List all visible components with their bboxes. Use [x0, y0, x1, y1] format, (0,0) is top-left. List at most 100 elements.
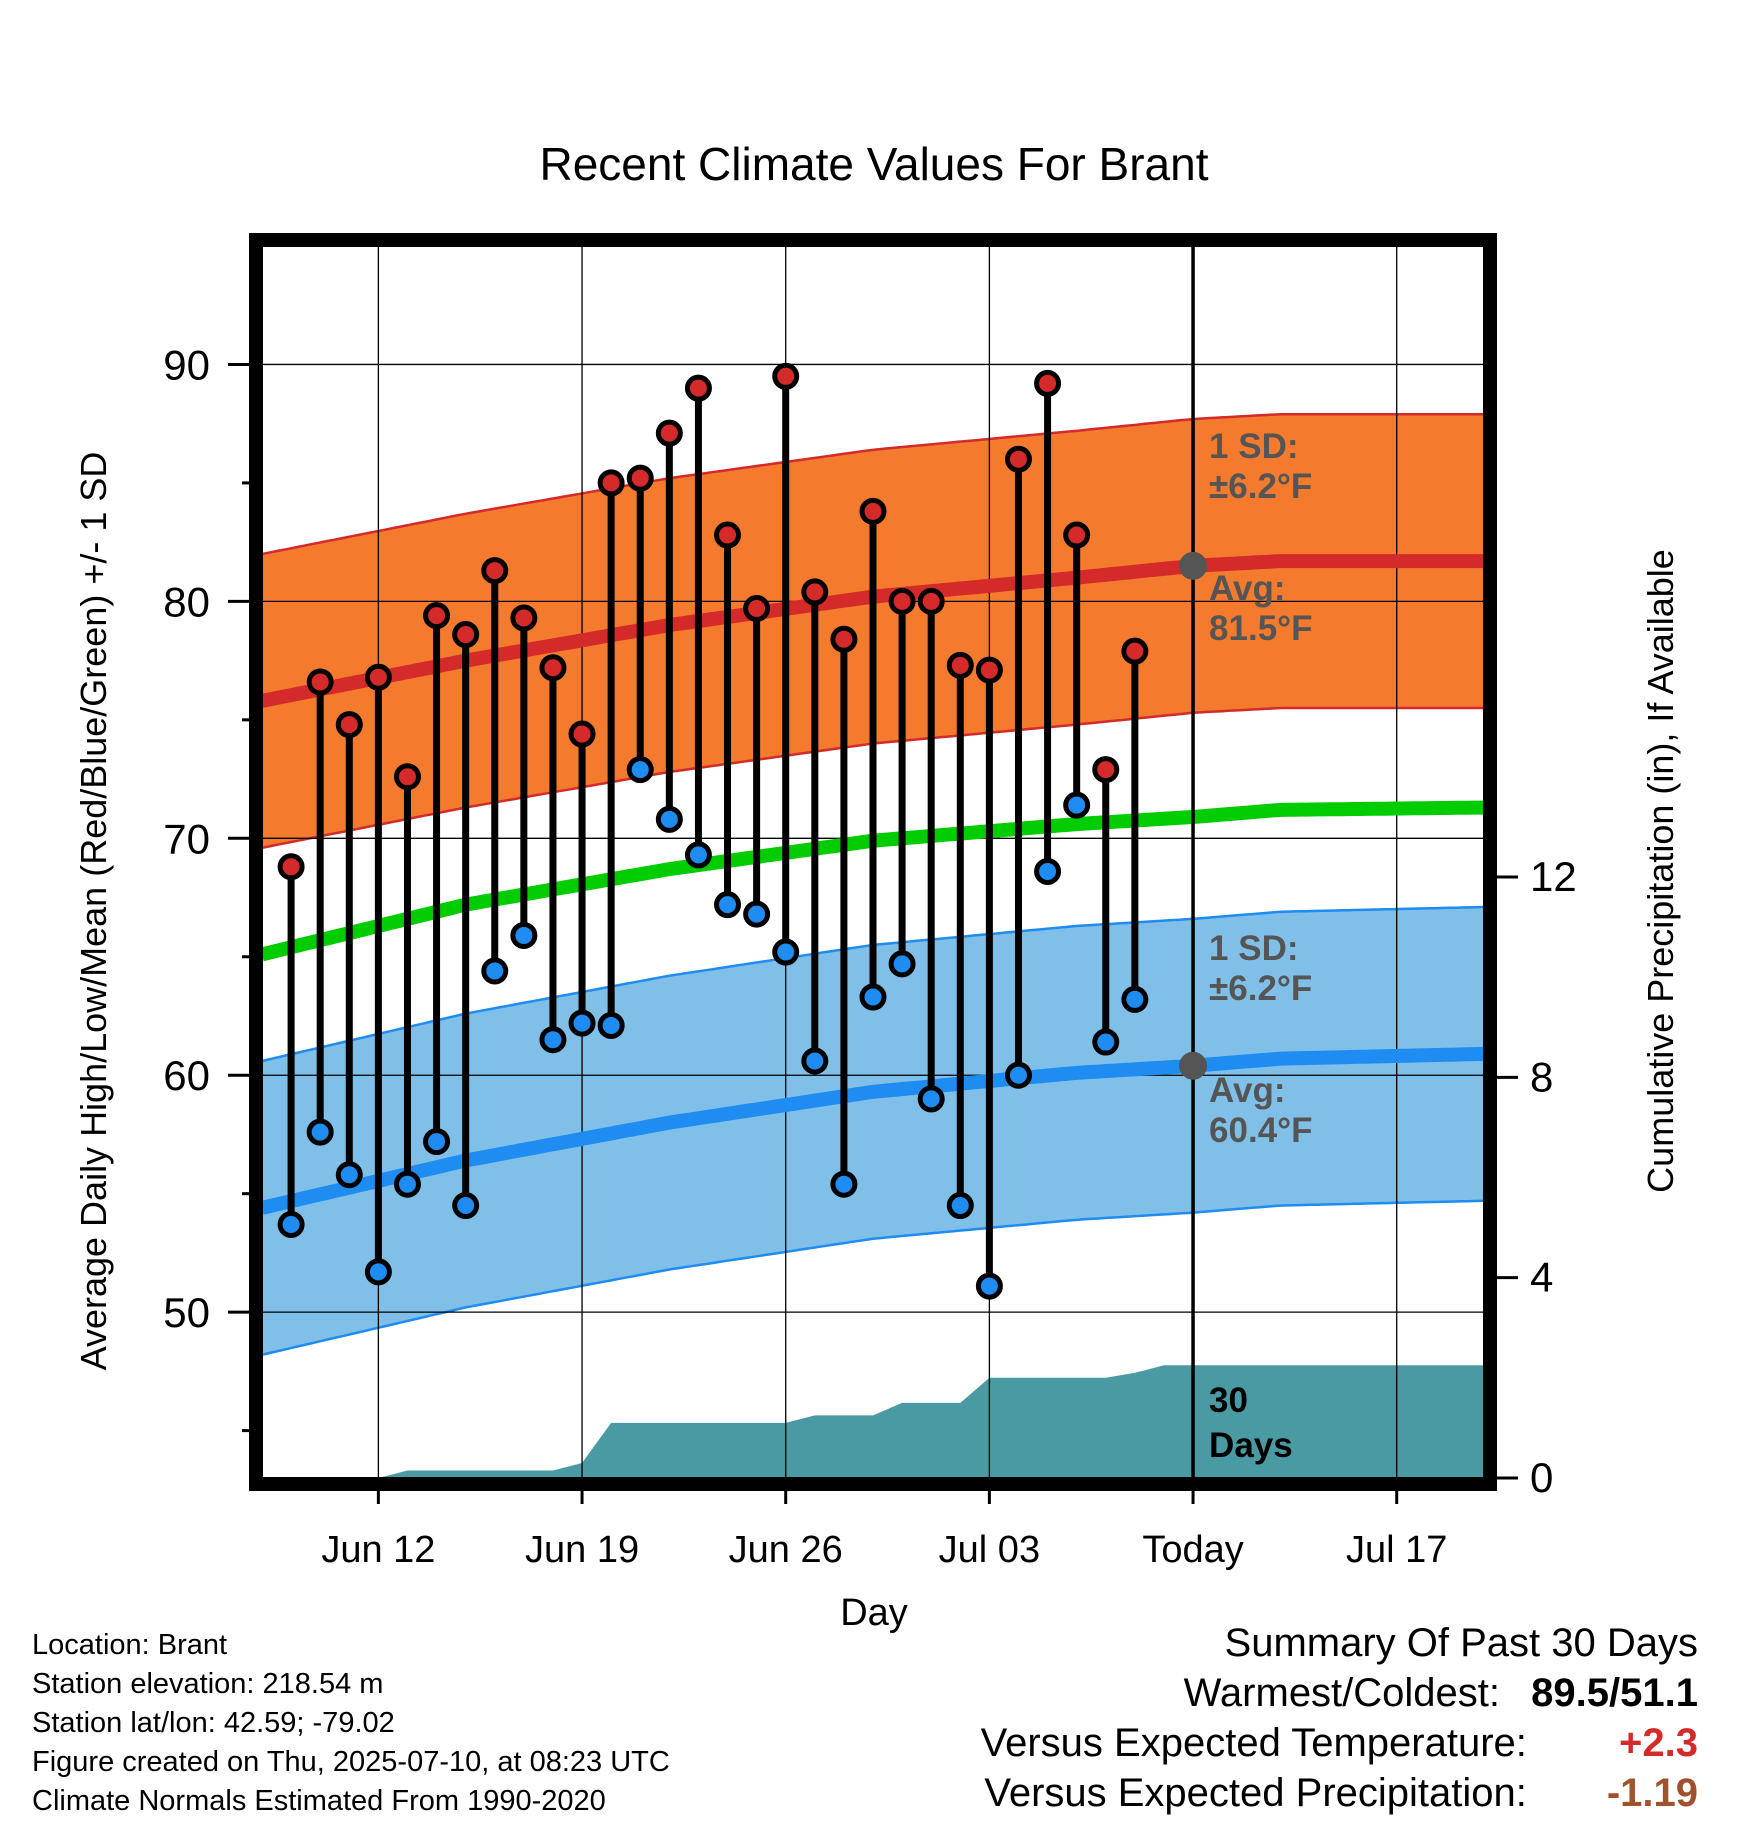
daily-high-point: [277, 853, 305, 881]
y2-tick-label: 0: [1530, 1454, 1553, 1501]
high-sd-upper-line: [262, 412, 1484, 556]
daily-low-point: [830, 1170, 858, 1198]
daily-high-point: [510, 604, 538, 632]
y-tick-label: 50: [163, 1289, 210, 1336]
daily-high-point: [1092, 756, 1120, 784]
x-tick-label: Jul 17: [1346, 1529, 1447, 1571]
y2-axis-label: Cumulative Precipitation (in), If Availa…: [1640, 549, 1681, 1193]
x-tick-label: Jun 12: [321, 1529, 435, 1571]
x-axis-label: Day: [840, 1592, 908, 1634]
station-elevation: Station elevation: 218.54 m: [32, 1668, 384, 1700]
summary-precip-anomaly: Versus Expected Precipitation: -1.19: [838, 1768, 1698, 1818]
daily-high-point: [1121, 637, 1149, 665]
low-avg-value: 60.4°F: [1209, 1111, 1313, 1150]
daily-high-point: [306, 668, 334, 696]
daily-low-point: [306, 1118, 334, 1146]
summary-panel: Summary Of Past 30 Days Warmest/Coldest:…: [838, 1618, 1698, 1818]
daily-high-point: [481, 557, 509, 585]
daily-high-point: [772, 362, 800, 390]
warmest-coldest-value: 89.5/51.1: [1531, 1671, 1698, 1715]
figure-created: Figure created on Thu, 2025-07-10, at 08…: [32, 1746, 670, 1778]
daily-low-point: [481, 957, 509, 985]
daily-high-point: [423, 602, 451, 630]
daily-low-point: [801, 1047, 829, 1075]
daily-high-point: [859, 497, 887, 525]
daily-high-point: [1063, 521, 1091, 549]
temp-anomaly-label: Versus Expected Temperature:: [980, 1721, 1527, 1765]
daily-low-point: [946, 1192, 974, 1220]
summary-warmest-coldest: Warmest/Coldest: 89.5/51.1: [838, 1668, 1698, 1718]
daily-high-point: [917, 587, 945, 615]
x-tick-label: Jul 03: [939, 1529, 1040, 1571]
summary-temp-anomaly: Versus Expected Temperature: +2.3: [838, 1718, 1698, 1768]
y2-tick-label: 12: [1530, 853, 1577, 900]
low-avg-label: Avg:: [1209, 1071, 1285, 1110]
low-sd-lower-line: [262, 1199, 1484, 1357]
daily-low-point: [859, 983, 887, 1011]
high-avg-value: 81.5°F: [1209, 609, 1313, 648]
y2-tick-label: 8: [1530, 1053, 1553, 1100]
temp-anomaly-value: +2.3: [1619, 1721, 1698, 1765]
high-sd-label: 1 SD:: [1209, 427, 1298, 466]
precip-anomaly-label: Versus Expected Precipitation:: [984, 1771, 1527, 1815]
daily-low-point: [452, 1192, 480, 1220]
precip-anomaly-value: -1.19: [1606, 1771, 1698, 1815]
daily-low-point: [655, 805, 683, 833]
daily-low-point: [568, 1009, 596, 1037]
daily-low-point: [714, 891, 742, 919]
daily-low-point: [888, 950, 916, 978]
daily-low-point: [917, 1085, 945, 1113]
daily-high-point: [655, 419, 683, 447]
daily-high-point: [1004, 445, 1032, 473]
daily-low-point: [1092, 1028, 1120, 1056]
today-avg-low-marker: [1179, 1051, 1208, 1080]
coldest-value: 51.1: [1620, 1671, 1698, 1715]
x-tick-label: Jun 19: [525, 1529, 639, 1571]
climate-normals-note: Climate Normals Estimated From 1990-2020: [32, 1785, 606, 1817]
station-info: Location: Brant Station elevation: 218.5…: [32, 1626, 670, 1821]
daily-low-point: [277, 1210, 305, 1238]
daily-high-point: [452, 621, 480, 649]
precip-area: [262, 1365, 1484, 1478]
high-avg-label: Avg:: [1209, 569, 1285, 608]
daily-low-point: [1004, 1061, 1032, 1089]
daily-low-point: [684, 841, 712, 869]
summary-title: Summary Of Past 30 Days: [1224, 1621, 1698, 1665]
daily-low-point: [364, 1258, 392, 1286]
daily-low-point: [393, 1170, 421, 1198]
high-sd-value: ±6.2°F: [1209, 467, 1312, 506]
plot-frame: [249, 233, 1497, 1491]
axes: Jun 12 Jun 19 Jun 26 Jul 03 Today Jul 17 50 60 7…: [163, 233, 1577, 1571]
daily-high-point: [946, 651, 974, 679]
daily-high-point: [626, 464, 654, 492]
daily-low-point: [1121, 985, 1149, 1013]
daily-low-point: [772, 938, 800, 966]
daily-low-point: [1063, 791, 1091, 819]
x-tick-label: Jun 26: [729, 1529, 843, 1571]
y-tick-label: 60: [163, 1052, 210, 1099]
daily-high-point: [539, 654, 567, 682]
warmest-value: 89.5: [1531, 1671, 1610, 1715]
daily-high-point: [830, 625, 858, 653]
daily-low-point: [510, 921, 538, 949]
daily-low-point: [626, 756, 654, 784]
y-tick-label: 80: [163, 578, 210, 625]
daily-low-point: [539, 1026, 567, 1054]
daily-low-point: [743, 900, 771, 928]
daily-high-point: [364, 663, 392, 691]
daily-high-point: [335, 711, 363, 739]
y-axis-label: Average Daily High/Low/Mean (Red/Blue/Gr…: [73, 452, 114, 1371]
daily-low-point: [1153, 0, 1175, 11]
daily-low-point: [1034, 857, 1062, 885]
station-latlon: Station lat/lon: 42.59; -79.02: [32, 1707, 395, 1739]
daily-high-point: [743, 594, 771, 622]
precip-label-line1: 30: [1209, 1381, 1248, 1420]
daily-high-point: [568, 720, 596, 748]
daily-high-point: [597, 469, 625, 497]
today-avg-high-marker: [1179, 551, 1208, 580]
station-location: Location: Brant: [32, 1629, 228, 1661]
daily-high-point: [888, 587, 916, 615]
